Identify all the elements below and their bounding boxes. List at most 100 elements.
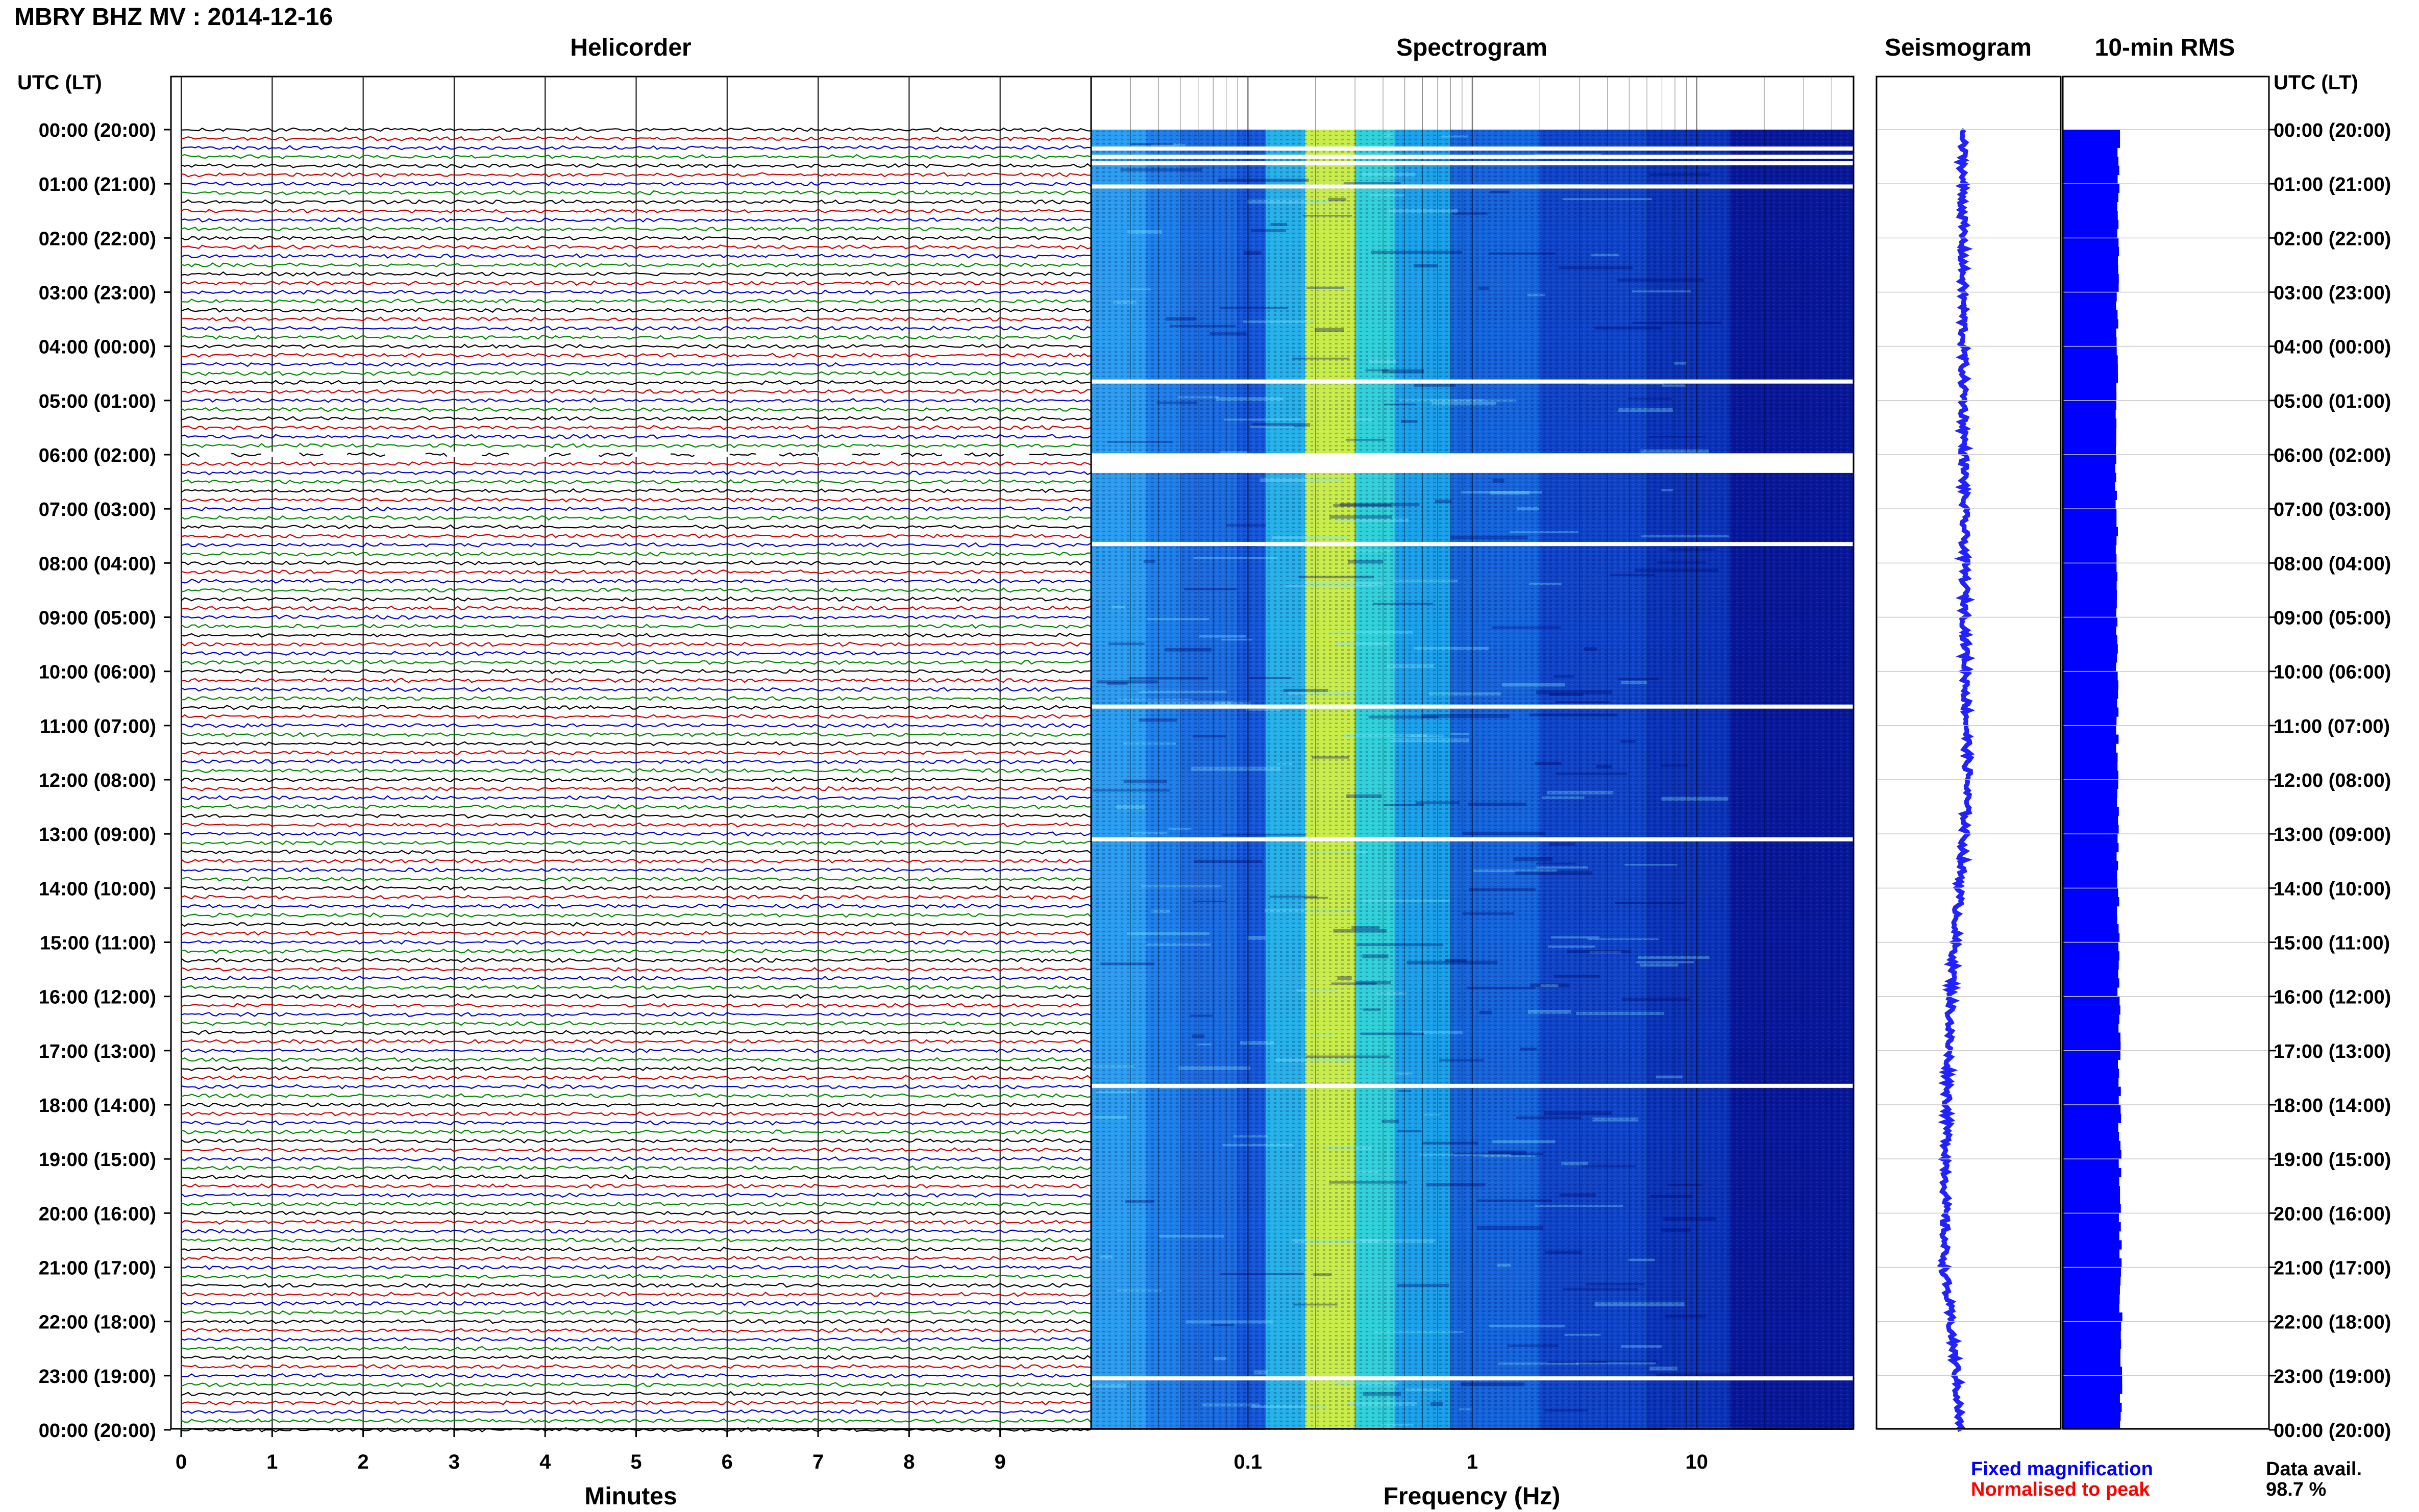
rms-bar bbox=[2063, 725, 2116, 735]
helicorder-trace bbox=[181, 1120, 1092, 1126]
rms-bar bbox=[2063, 192, 2118, 203]
rms-bar bbox=[2063, 292, 2117, 302]
helicorder-trace bbox=[181, 984, 1092, 990]
time-label-left: 10:00 (06:00) bbox=[39, 662, 156, 683]
helicorder-trace bbox=[181, 208, 1092, 214]
rms-bar bbox=[2063, 509, 2117, 518]
helicorder-gap bbox=[199, 452, 232, 457]
rms-bar bbox=[2063, 1096, 2119, 1105]
helicorder-trace bbox=[181, 515, 1092, 521]
helicorder-trace bbox=[181, 1391, 1092, 1397]
helicorder-trace bbox=[181, 949, 1092, 954]
helicorder-trace bbox=[181, 271, 1092, 277]
time-label-left: 19:00 (15:00) bbox=[39, 1149, 156, 1171]
spectrogram-gap bbox=[1091, 1083, 1854, 1088]
helicorder-gap bbox=[447, 452, 482, 457]
rms-bar bbox=[2063, 842, 2119, 853]
time-label-left: 03:00 (23:00) bbox=[39, 283, 156, 304]
helicorder-trace bbox=[181, 407, 1092, 412]
spectrogram-title: Spectrogram bbox=[1396, 34, 1548, 61]
rms-bar bbox=[2063, 536, 2117, 546]
helicorder-trace bbox=[181, 353, 1092, 358]
rms-bar bbox=[2063, 157, 2118, 166]
helicorder-trace bbox=[181, 1102, 1092, 1108]
rms-bar bbox=[2063, 1050, 2120, 1060]
time-label-right: 14:00 (10:00) bbox=[2274, 878, 2391, 900]
helicorder-trace bbox=[181, 569, 1092, 575]
rms-bar bbox=[2063, 1340, 2121, 1349]
spectrogram-gap bbox=[1091, 1376, 1854, 1381]
helicorder-trace bbox=[181, 587, 1092, 593]
helicorder-trace bbox=[181, 1228, 1092, 1234]
helicorder-gap bbox=[818, 452, 853, 457]
rms-bar bbox=[2063, 798, 2117, 807]
spectrogram-tick-label: 0.1 bbox=[1234, 1451, 1263, 1473]
helicorder-trace bbox=[181, 398, 1092, 404]
rms-bar bbox=[2063, 482, 2115, 491]
rms-bar bbox=[2063, 1005, 2120, 1015]
time-label-right: 11:00 (07:00) bbox=[2274, 716, 2390, 737]
rms-bar bbox=[2063, 1042, 2121, 1051]
helicorder-trace bbox=[181, 380, 1092, 385]
helicorder-trace bbox=[181, 488, 1092, 493]
helicorder-trace bbox=[181, 714, 1092, 720]
helicorder-trace bbox=[181, 614, 1092, 620]
rms-bar bbox=[2063, 364, 2118, 374]
rms-bar bbox=[2063, 1059, 2118, 1069]
helicorder-trace bbox=[181, 1030, 1092, 1035]
helicorder-tick-label: 0 bbox=[176, 1451, 187, 1473]
helicorder-trace bbox=[181, 867, 1091, 873]
helicorder-trace bbox=[181, 624, 1092, 629]
rms-bar bbox=[2063, 283, 2119, 292]
helicorder-trace bbox=[181, 1265, 1092, 1270]
rms-bar bbox=[2063, 310, 2118, 320]
rms-bar bbox=[2063, 1312, 2122, 1322]
rms-bar bbox=[2063, 1249, 2120, 1259]
time-label-left: 13:00 (09:00) bbox=[39, 824, 156, 846]
rms-bar bbox=[2063, 1105, 2121, 1114]
helicorder-trace bbox=[181, 1138, 1092, 1144]
rms-bar bbox=[2063, 1141, 2121, 1150]
helicorder-trace bbox=[181, 1355, 1092, 1360]
helicorder-trace bbox=[181, 696, 1092, 701]
time-label-left: 16:00 (12:00) bbox=[39, 987, 156, 1008]
rms-bar bbox=[2063, 780, 2118, 789]
helicorder-trace bbox=[181, 370, 1092, 376]
helicorder-trace bbox=[181, 966, 1092, 972]
rms-bar bbox=[2063, 626, 2116, 636]
rms-bar bbox=[2063, 1402, 2122, 1412]
rms-bar bbox=[2063, 707, 2119, 717]
rms-bar bbox=[2063, 897, 2119, 907]
rms-bar bbox=[2063, 184, 2120, 193]
rms-bar bbox=[2063, 1014, 2119, 1024]
helicorder-trace bbox=[181, 1309, 1092, 1316]
rms-bar bbox=[2063, 337, 2117, 347]
rms-bar bbox=[2063, 130, 2120, 139]
rms-bar bbox=[2063, 1069, 2119, 1078]
panel-frame bbox=[1875, 76, 2062, 1430]
helicorder-trace bbox=[181, 632, 1092, 638]
spectrogram-gap bbox=[1091, 379, 1854, 384]
helicorder-trace bbox=[181, 1075, 1092, 1081]
time-label-right: 20:00 (16:00) bbox=[2274, 1203, 2391, 1225]
rms-bar bbox=[2063, 680, 2118, 690]
helicorder-trace bbox=[181, 307, 1092, 313]
rms-bar bbox=[2063, 1348, 2120, 1358]
rms-bar bbox=[2063, 1276, 2121, 1286]
rms-bar bbox=[2063, 463, 2115, 473]
rms-bar bbox=[2063, 1159, 2119, 1169]
helicorder-trace bbox=[181, 596, 1092, 602]
spectrogram-x-label: Frequency (Hz) bbox=[1383, 1483, 1561, 1510]
helicorder-trace bbox=[181, 415, 1092, 422]
spectrogram-tick-label: 10 bbox=[1685, 1451, 1708, 1473]
helicorder-trace bbox=[181, 750, 1092, 755]
rms-bar bbox=[2063, 418, 2117, 428]
helicorder-gap bbox=[694, 452, 730, 457]
time-label-left: 11:00 (07:00) bbox=[40, 716, 156, 737]
rms-bar bbox=[2063, 373, 2118, 383]
rms-bar bbox=[2063, 1213, 2119, 1223]
rms-bar bbox=[2063, 563, 2117, 573]
time-label-right: 06:00 (02:00) bbox=[2274, 445, 2391, 466]
time-label-left: 06:00 (02:00) bbox=[39, 445, 156, 466]
helicorder-trace bbox=[181, 506, 1092, 512]
